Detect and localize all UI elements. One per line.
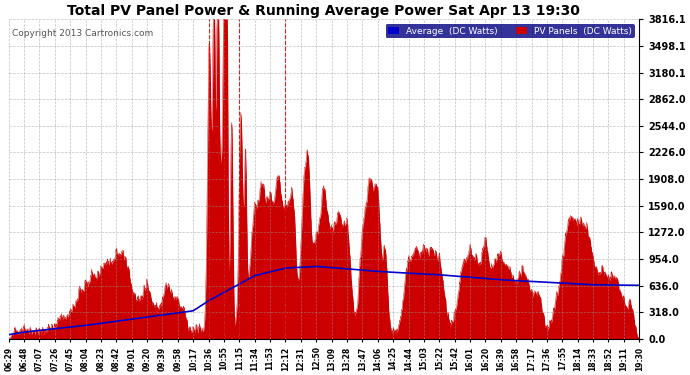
Legend: Average  (DC Watts), PV Panels  (DC Watts): Average (DC Watts), PV Panels (DC Watts) [386,24,635,38]
Title: Total PV Panel Power & Running Average Power Sat Apr 13 19:30: Total PV Panel Power & Running Average P… [68,4,580,18]
Text: Copyright 2013 Cartronics.com: Copyright 2013 Cartronics.com [12,29,153,38]
